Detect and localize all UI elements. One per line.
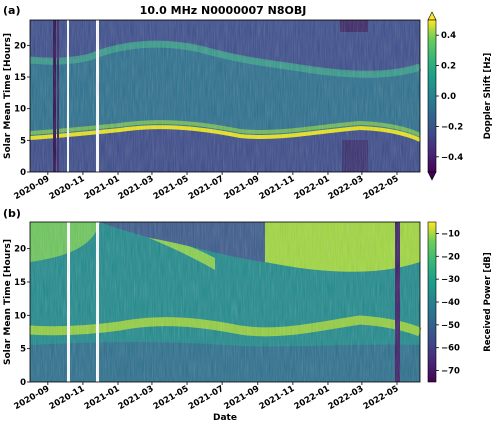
panel-b-heatmap <box>29 221 422 383</box>
xtick-label: 2020-09 <box>13 384 52 412</box>
panel-a-title: 10.0 MHz N0000007 N8OBJ <box>140 4 307 17</box>
colorbar-a-extend-top <box>427 11 437 21</box>
colorbar-tick-label: −60 <box>441 344 460 354</box>
colorbar-tick-label: −30 <box>441 275 460 285</box>
colorbar-b-label: Received Power [dB] <box>483 252 493 352</box>
xtick-label: 2021-05 <box>152 174 191 202</box>
ytick-label: 10 <box>14 105 26 115</box>
panel-a-colorbar: 0.4 0.2 0.0 −0.2 −0.4 Doppler Shift [Hz] <box>427 11 493 181</box>
panel-b-ylabel: Solar Mean Time [Hours] <box>3 239 13 365</box>
xtick-label: 2022-05 <box>362 384 401 412</box>
ytick-label: 0 <box>20 168 26 178</box>
xtick-label: 2021-01 <box>83 174 122 202</box>
ytick-label: 20 <box>14 41 26 51</box>
xtick-label: 2022-01 <box>293 174 332 202</box>
colorbar-a-bar <box>427 19 437 173</box>
xtick-label: 2020-11 <box>48 384 87 412</box>
colorbar-tick-label: −10 <box>441 229 460 239</box>
colorbar-tick-label: −0.2 <box>441 122 463 132</box>
xtick-label: 2020-09 <box>13 174 52 202</box>
xtick-label: 2021-07 <box>187 384 226 412</box>
colorbar-tick-label: −20 <box>441 252 460 262</box>
colorbar-tick-label: −50 <box>441 321 460 331</box>
panel-a-heatmap <box>29 19 422 173</box>
colorbar-tick-label: 0.0 <box>441 92 456 102</box>
colorbar-b-bar <box>427 221 437 383</box>
ytick-label: 10 <box>14 311 26 321</box>
colorbar-tick-label: 0.2 <box>441 62 456 72</box>
xtick-label: 2022-05 <box>362 174 401 202</box>
panel-b-xlabel: Date <box>213 413 237 423</box>
colorbar-a-label: Doppler Shift [Hz] <box>483 53 493 140</box>
panel-a-frame <box>29 19 421 173</box>
ytick-label: 15 <box>14 278 26 288</box>
ytick-label: 20 <box>14 245 26 255</box>
colorbar-a-ticks: 0.4 0.2 0.0 −0.2 −0.4 <box>436 31 463 163</box>
ytick-label: 0 <box>20 378 26 388</box>
colorbar-b-ticks: −10 −20 −30 −40 −50 −60 −70 <box>436 229 460 377</box>
xtick-label: 2022-03 <box>327 384 366 412</box>
xtick-label: 2020-11 <box>48 174 87 202</box>
xtick-label: 2021-09 <box>222 174 261 202</box>
colorbar-tick-label: 0.4 <box>441 31 456 41</box>
xtick-label: 2021-11 <box>258 384 297 412</box>
xtick-label: 2021-03 <box>117 174 156 202</box>
panel-b-frame <box>29 221 421 383</box>
ytick-label: 5 <box>20 345 26 355</box>
xtick-label: 2022-03 <box>327 174 366 202</box>
xtick-label: 2021-03 <box>117 384 156 412</box>
xtick-label: 2021-07 <box>187 174 226 202</box>
colorbar-tick-label: −70 <box>441 367 460 377</box>
xtick-label: 2021-11 <box>258 174 297 202</box>
ytick-label: 5 <box>20 136 26 146</box>
colorbar-tick-label: −40 <box>441 298 460 308</box>
xtick-label: 2021-09 <box>222 384 261 412</box>
panel-a-label: (a) <box>3 4 20 17</box>
colorbar-a-extend-bottom <box>427 171 437 181</box>
ytick-label: 15 <box>14 73 26 83</box>
heatmap-b-texture <box>30 222 420 382</box>
panel-b-colorbar: −10 −20 −30 −40 −50 −60 −70 Received Power [dB… <box>427 221 493 383</box>
panel-a-ylabel: Solar Mean Time [Hours] <box>3 33 13 159</box>
panel-b: (b) 0 5 10 15 20 2020-092020-112021-012021-03… <box>3 207 493 423</box>
xtick-label: 2021-05 <box>152 384 191 412</box>
panel-b-label: (b) <box>3 207 21 220</box>
heatmap-a-texture <box>30 20 420 172</box>
xtick-label: 2021-01 <box>83 384 122 412</box>
xtick-label: 2022-01 <box>293 384 332 412</box>
colorbar-tick-label: −0.4 <box>441 153 463 163</box>
